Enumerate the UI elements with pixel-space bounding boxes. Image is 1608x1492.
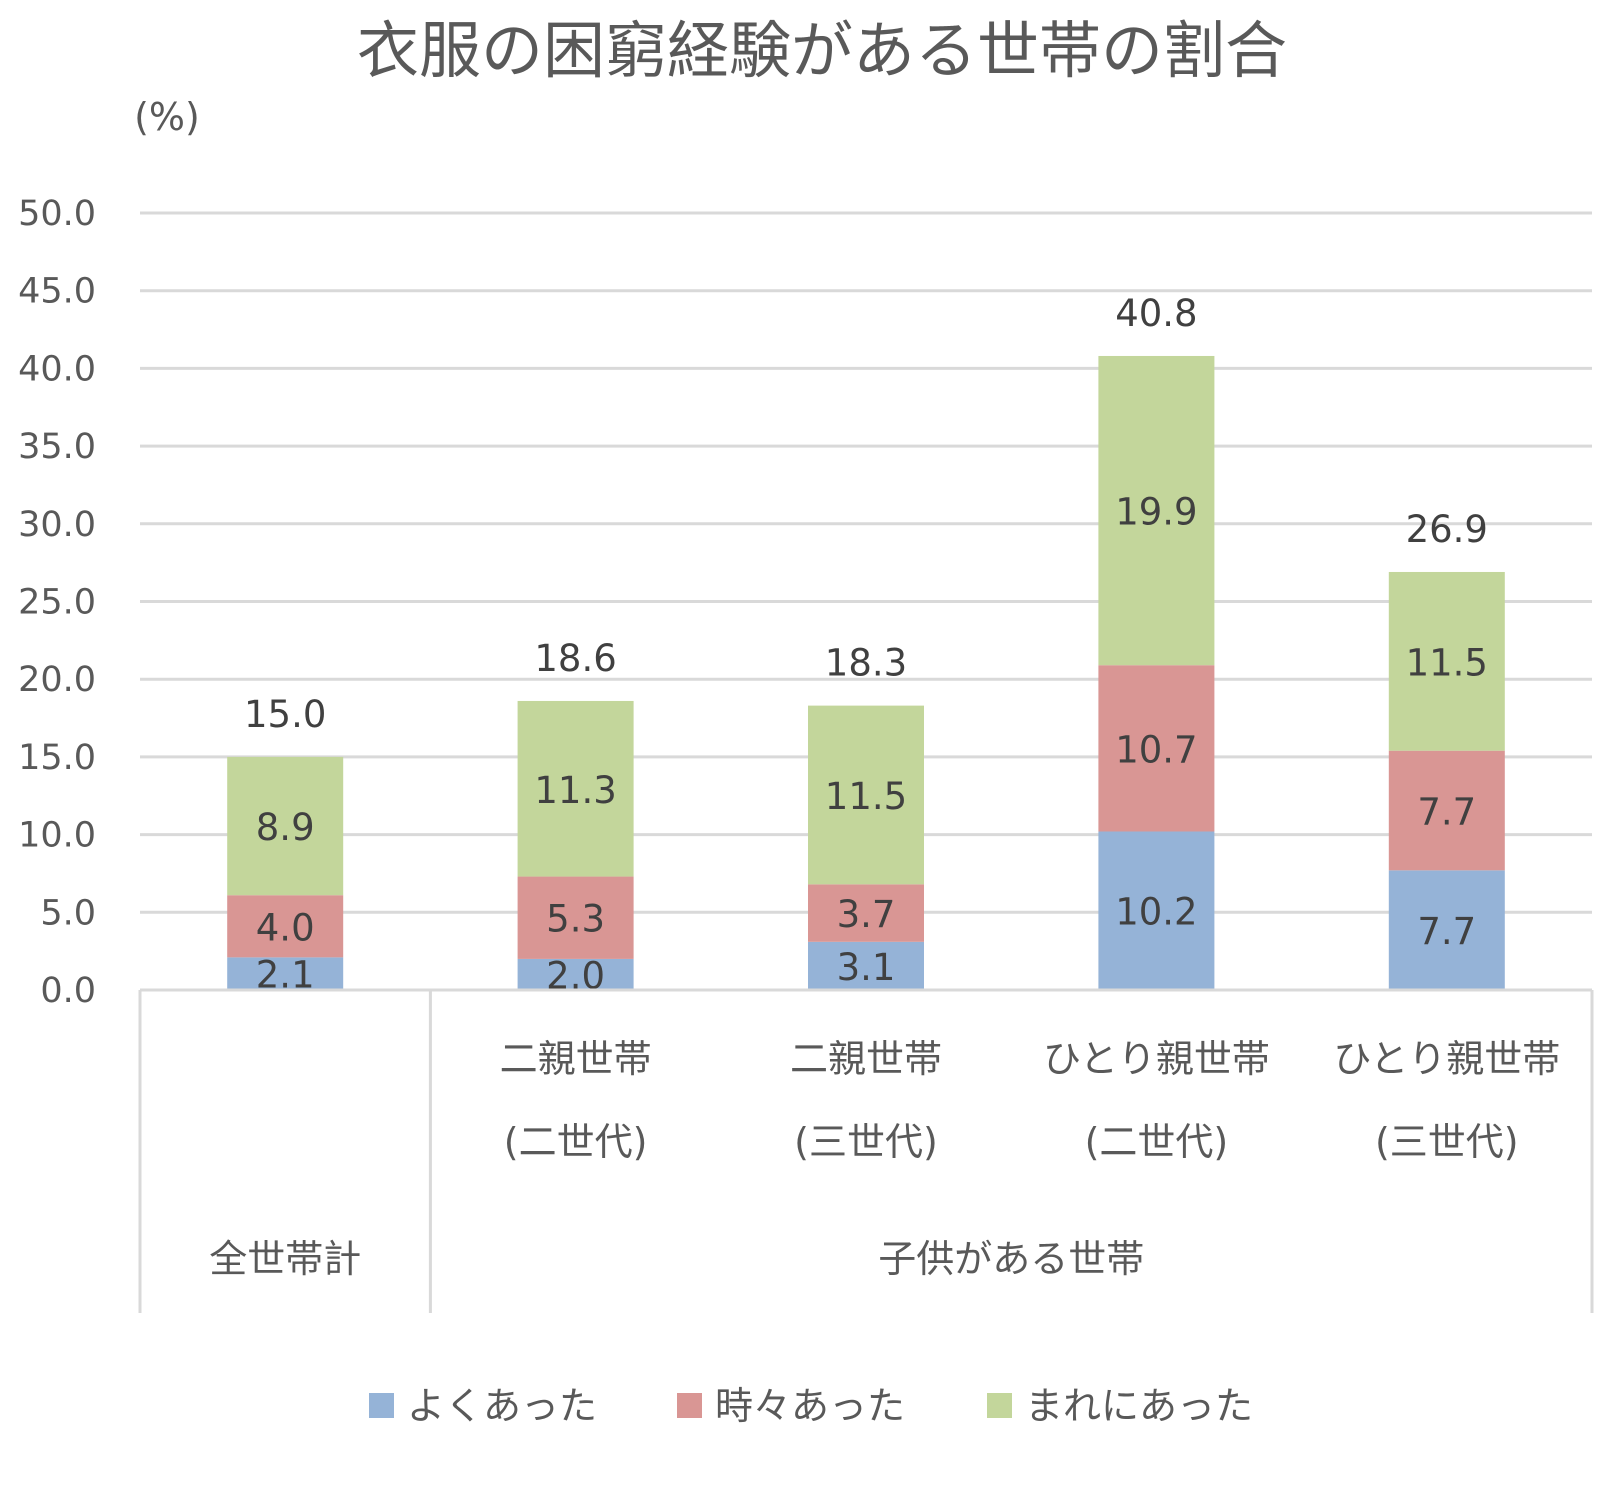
- bar-segment: [227, 957, 344, 990]
- bar-segment: [808, 705, 924, 885]
- x-axis: 二親世帯 (二世代) 二親世帯 (三世代) ひとり親世帯 (二世代) ひとり親世帯 (三世代)…: [138, 988, 1594, 1313]
- segment-value-label: 10.7: [1115, 728, 1197, 771]
- bar-segment: [227, 756, 344, 896]
- chart-title: 衣服の困窮経験がある世帯の割合: [357, 14, 1287, 87]
- segment-value-label: 5.3: [546, 898, 605, 941]
- bar-segment: [1388, 571, 1505, 751]
- segment-value-label: 8.9: [256, 806, 315, 849]
- bar-segment: [1388, 750, 1505, 871]
- total-value-label: 40.8: [1115, 292, 1197, 335]
- total-value-label: 26.9: [1406, 508, 1488, 551]
- total-value-label: 18.6: [534, 637, 616, 680]
- y-unit-label: (%): [134, 95, 200, 139]
- bar-segment: [1098, 355, 1215, 666]
- segment-labels: 2.14.08.92.05.311.33.13.711.510.210.719.…: [256, 491, 1488, 998]
- x-category-label: 二親世帯: [790, 1037, 942, 1081]
- total-labels: 15.0 18.6 18.3 40.8 26.9: [244, 292, 1488, 736]
- segment-value-label: 7.7: [1417, 910, 1476, 953]
- bars: [227, 355, 1505, 990]
- bar-segment: [808, 884, 924, 942]
- x-group-label: 子供がある世帯: [878, 1237, 1144, 1281]
- segment-value-label: 11.3: [534, 769, 616, 812]
- bar-segment: [1098, 831, 1215, 990]
- x-category-label: (三世代): [794, 1120, 938, 1164]
- segment-value-label: 11.5: [1406, 641, 1488, 684]
- y-tick-label: 0.0: [40, 971, 96, 1011]
- x-category-label: (二世代): [1085, 1120, 1229, 1164]
- y-tick-label: 45.0: [18, 272, 96, 312]
- bar-segment: [1098, 665, 1215, 832]
- gridlines: [140, 211, 1592, 914]
- y-tick-label: 30.0: [18, 505, 96, 545]
- legend-label: まれにあった: [1025, 1384, 1253, 1428]
- bar-segment: [1388, 870, 1505, 990]
- x-category-label: ひとり親世帯: [1043, 1037, 1270, 1081]
- x-category-label: (二世代): [504, 1120, 648, 1164]
- y-tick-label: 35.0: [18, 427, 96, 467]
- x-category-label: (三世代): [1375, 1120, 1519, 1164]
- legend-swatch: [369, 1393, 394, 1418]
- total-value-label: 18.3: [825, 642, 907, 685]
- y-tick-label: 50.0: [18, 194, 96, 234]
- segment-value-label: 4.0: [256, 906, 315, 949]
- segment-value-label: 10.2: [1115, 891, 1197, 934]
- bar-segment: [517, 876, 634, 959]
- legend: よくあった 時々あった まれにあった: [369, 1384, 1253, 1428]
- y-tick-label: 25.0: [18, 583, 96, 623]
- legend-swatch: [677, 1393, 702, 1418]
- segment-value-label: 3.7: [837, 893, 896, 936]
- x-category-label: ひとり親世帯: [1333, 1037, 1560, 1081]
- x-group-label: 全世帯計: [209, 1237, 361, 1281]
- y-tick-label: 10.0: [18, 816, 96, 856]
- x-category-label: 二親世帯: [500, 1037, 652, 1081]
- bar-segment: [517, 700, 634, 877]
- total-value-label: 15.0: [244, 693, 326, 736]
- segment-value-label: 19.9: [1115, 491, 1197, 534]
- y-tick-label: 20.0: [18, 660, 96, 700]
- y-tick-label: 5.0: [40, 893, 96, 933]
- bar-segment: [227, 895, 344, 958]
- y-axis-ticks: 0.0 5.0 10.0 15.0 20.0 25.0 30.0 35.0 40.0 45.0 50…: [18, 194, 96, 1011]
- bar-segment: [517, 958, 634, 990]
- y-tick-label: 15.0: [18, 738, 96, 778]
- segment-value-label: 7.7: [1417, 791, 1476, 834]
- segment-value-label: 11.5: [825, 775, 907, 818]
- y-tick-label: 40.0: [18, 349, 96, 389]
- segment-value-label: 3.1: [837, 946, 896, 989]
- legend-label: よくあった: [407, 1384, 597, 1428]
- bar-segment: [808, 941, 924, 990]
- legend-label: 時々あった: [715, 1384, 905, 1428]
- legend-swatch: [987, 1393, 1012, 1418]
